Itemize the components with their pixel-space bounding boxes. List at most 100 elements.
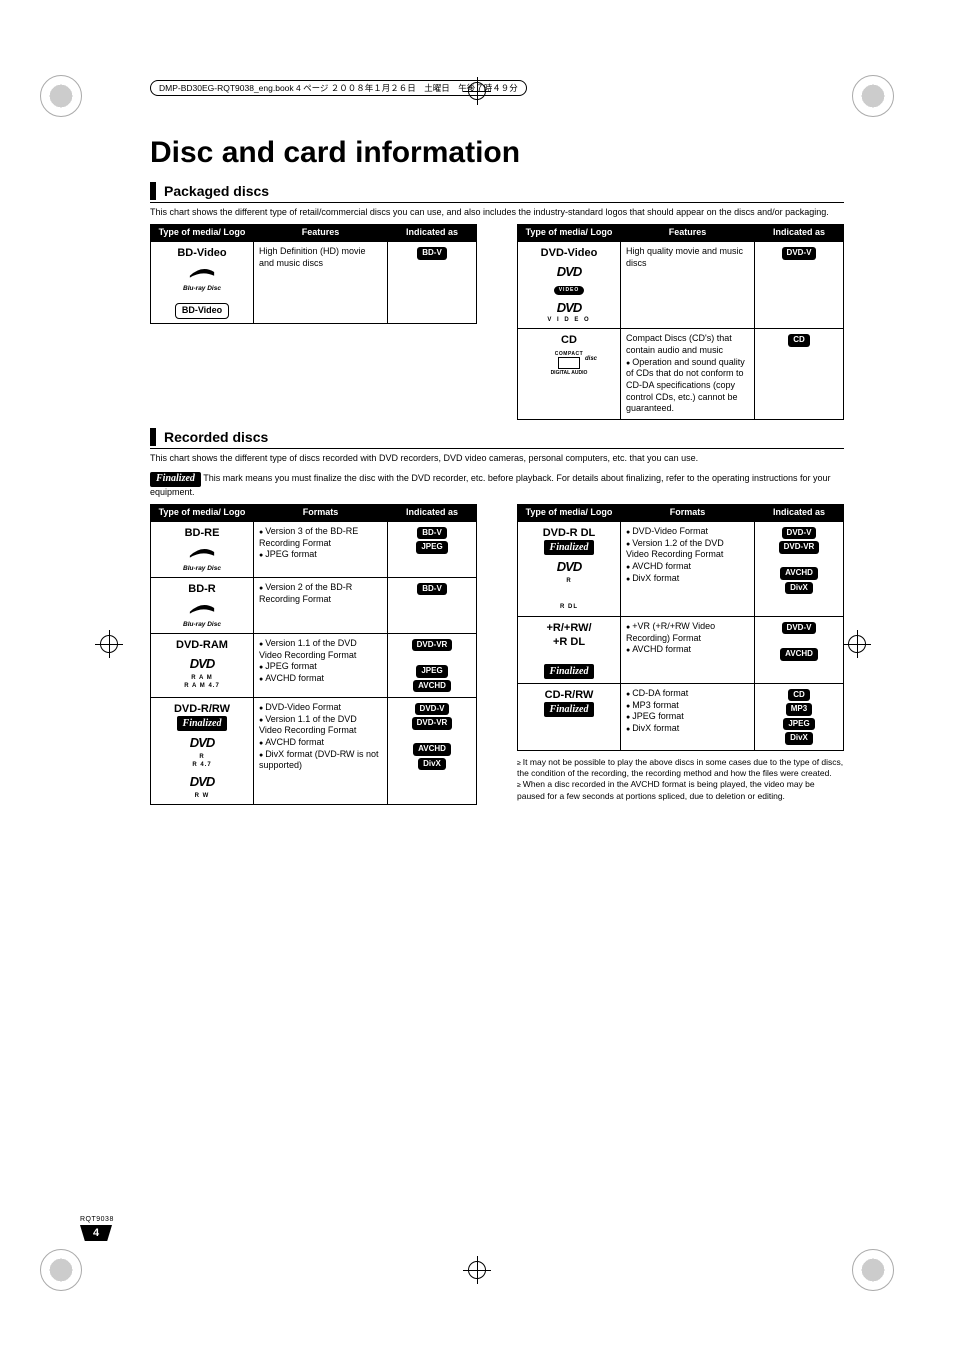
packaged-table-right: Type of media/ Logo Features Indicated a…	[517, 224, 844, 420]
notes-list: It may not be possible to play the above…	[517, 757, 844, 802]
table-row: +R/+RW/ +R DL Finalized +VR (+R/+RW Vide…	[518, 617, 844, 684]
packaged-table-left: Type of media/ Logo Features Indicated a…	[150, 224, 477, 324]
footer-code: RQT9038	[80, 1216, 114, 1223]
indicator-badge: MP3	[786, 703, 812, 715]
media-name: CD-R/RW	[545, 689, 594, 701]
page-number: 4	[80, 1225, 112, 1241]
indicator-badge: DVD-VR	[779, 541, 820, 553]
indicator-badge: AVCHD	[413, 743, 451, 755]
registration-mark-icon	[468, 1261, 486, 1279]
dvd-rw-logo-icon: DVDR W	[156, 774, 248, 801]
dvd-video-logo-icon: DVDV I D E O	[523, 300, 615, 325]
indicator-badge: BD-V	[417, 583, 447, 595]
media-name: DVD-RAM	[176, 639, 228, 651]
section-packaged: Packaged discs	[150, 182, 844, 200]
recorded-table-right: Type of media/ Logo Formats Indicated as…	[517, 504, 844, 750]
finalized-badge: Finalized	[544, 702, 595, 717]
table-row: DVD-RAM DVDR A MR A M 4.7 Version 1.1 of…	[151, 634, 477, 698]
packaged-description: This chart shows the different type of r…	[150, 207, 844, 218]
table-row: DVD-R/RW Finalized DVDRR 4.7 DVDR W DVD-…	[151, 697, 477, 804]
indicator-badge: AVCHD	[780, 567, 818, 579]
indicator-badge: DVD-V	[415, 703, 450, 715]
col-features: Features	[254, 225, 388, 242]
recorded-table-left: Type of media/ Logo Formats Indicated as…	[150, 504, 477, 805]
col-formats: Formats	[621, 505, 755, 522]
finalized-badge: Finalized	[544, 540, 595, 555]
col-features: Features	[621, 225, 755, 242]
crop-mark-icon	[852, 75, 894, 117]
indicator-badge: DVD-V	[782, 622, 817, 634]
registration-mark-icon	[848, 635, 866, 653]
indicator-badge: BD-V	[417, 527, 447, 539]
indicator-badge: DivX	[785, 732, 813, 744]
dvd-video-logo-icon: DVDVIDEO	[523, 264, 615, 295]
indicator-badge: DVD-VR	[412, 717, 453, 729]
section-recorded: Recorded discs	[150, 428, 844, 446]
finalized-badge: Finalized	[150, 472, 201, 487]
col-indicated: Indicated as	[388, 505, 477, 522]
table-row: BD-RE Blu-ray Disc Version 3 of the BD-R…	[151, 522, 477, 578]
table-row: BD-Video Blu-ray Disc BD-Video High Defi…	[151, 242, 477, 324]
media-name: BD-R	[188, 583, 216, 595]
page-title: Disc and card information	[150, 136, 844, 170]
col-formats: Formats	[254, 505, 388, 522]
finalized-note: Finalized This mark means you must final…	[150, 472, 844, 498]
table-row: DVD-R DL Finalized DVDRR DL DVD-Video Fo…	[518, 522, 844, 617]
crop-mark-icon	[40, 75, 82, 117]
feature-text: Compact Discs (CD's) that contain audio …	[621, 329, 755, 420]
feature-text: High Definition (HD) movie and music dis…	[254, 242, 388, 324]
cd-logo-icon: COMPACT DIGITAL AUDIO	[523, 352, 615, 376]
table-row: CD COMPACT DIGITAL AUDIO Compact Discs (…	[518, 329, 844, 420]
col-indicated: Indicated as	[755, 505, 844, 522]
col-indicated: Indicated as	[755, 225, 844, 242]
bluray-logo-icon: Blu-ray Disc	[156, 600, 248, 629]
indicator-badge: AVCHD	[413, 680, 451, 692]
media-name: BD-Video	[177, 247, 226, 259]
media-name: DVD-R/RW	[174, 703, 230, 715]
indicator-badge: DVD-VR	[412, 639, 453, 651]
media-name: CD	[561, 334, 577, 346]
note-item: It may not be possible to play the above…	[517, 757, 844, 779]
col-media: Type of media/ Logo	[518, 505, 621, 522]
indicator-badge: JPEG	[416, 665, 447, 677]
recorded-description: This chart shows the different type of d…	[150, 453, 844, 464]
indicator-badge: AVCHD	[780, 648, 818, 660]
indicator-badge: DivX	[418, 758, 446, 770]
bluray-logo-icon: Blu-ray Disc	[156, 544, 248, 573]
crop-mark-icon	[40, 1249, 82, 1291]
col-media: Type of media/ Logo	[151, 505, 254, 522]
media-name: +R/+RW/ +R DL	[546, 622, 591, 648]
col-indicated: Indicated as	[388, 225, 477, 242]
divider	[150, 448, 844, 449]
col-media: Type of media/ Logo	[151, 225, 254, 242]
feature-text: High quality movie and music discs	[621, 242, 755, 329]
divider	[150, 202, 844, 203]
registration-mark-icon	[468, 82, 486, 100]
note-item: When a disc recorded in the AVCHD format…	[517, 779, 844, 801]
indicator-badge: CD	[788, 689, 810, 701]
indicator-badge: DivX	[785, 582, 813, 594]
registration-mark-icon	[100, 635, 118, 653]
col-media: Type of media/ Logo	[518, 225, 621, 242]
table-row: BD-R Blu-ray Disc Version 2 of the BD-R …	[151, 578, 477, 634]
media-name: DVD-Video	[541, 247, 598, 259]
indicator-badge: DVD-V	[782, 527, 817, 539]
dvd-r-logo-icon: DVDRR 4.7	[156, 735, 248, 769]
indicator-badge: JPEG	[783, 718, 814, 730]
bd-video-badge: BD-Video	[175, 303, 229, 319]
page-footer: RQT9038 4	[80, 1216, 114, 1241]
bluray-logo-icon: Blu-ray Disc	[156, 264, 248, 293]
indicator-badge: DVD-V	[782, 247, 817, 259]
crop-mark-icon	[852, 1249, 894, 1291]
media-name: DVD-R DL	[543, 527, 596, 539]
finalized-badge: Finalized	[544, 664, 595, 679]
dvd-ram-logo-icon: DVDR A MR A M 4.7	[156, 656, 248, 690]
indicator-badge: JPEG	[416, 541, 447, 553]
table-row: CD-R/RW Finalized CD-DA format MP3 forma…	[518, 683, 844, 750]
media-name: BD-RE	[185, 527, 220, 539]
indicator-badge: BD-V	[417, 247, 447, 259]
finalized-badge: Finalized	[177, 716, 228, 731]
table-row: DVD-Video DVDVIDEO DVDV I D E O High qua…	[518, 242, 844, 329]
indicator-badge: CD	[788, 334, 810, 346]
dvd-rdl-logo-icon: DVDRR DL	[523, 559, 615, 612]
